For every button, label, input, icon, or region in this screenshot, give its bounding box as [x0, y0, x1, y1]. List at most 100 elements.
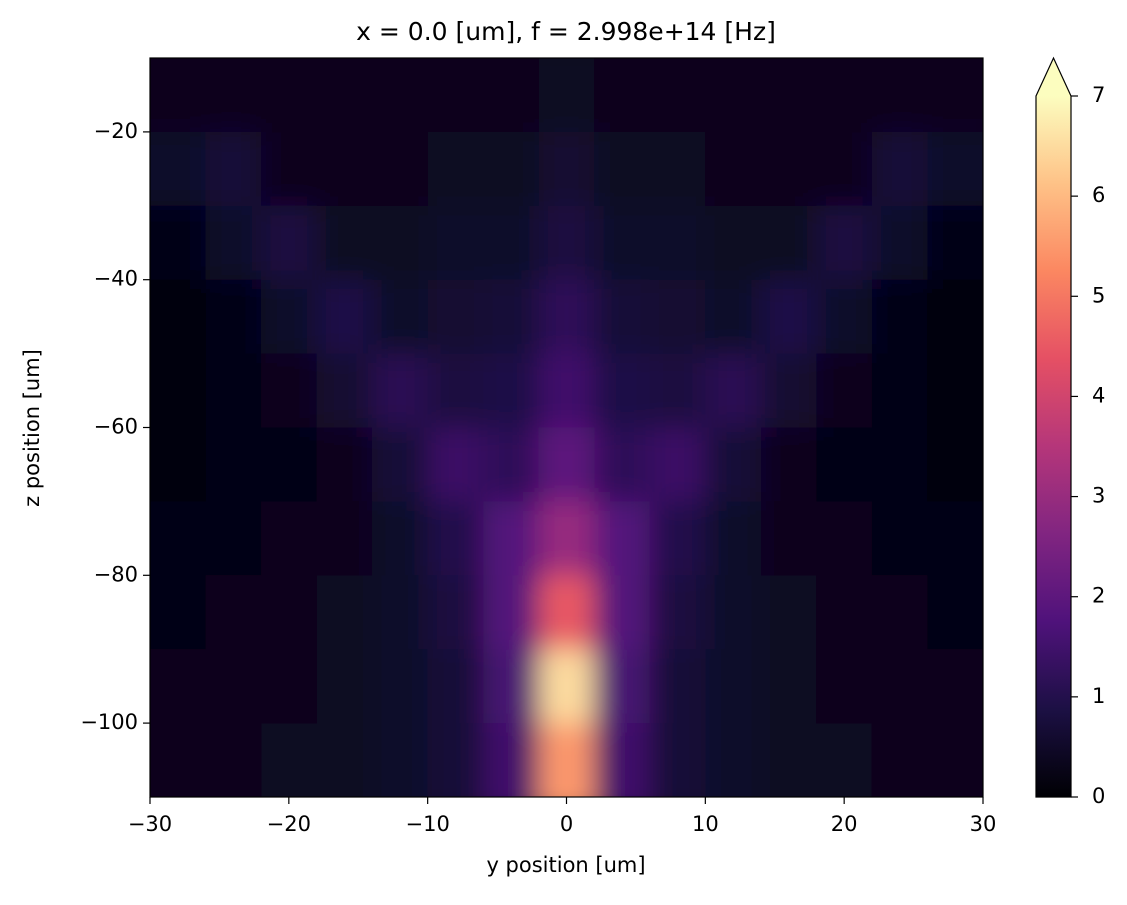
heatmap-cell — [760, 575, 817, 650]
colorbar-extend — [1036, 58, 1071, 96]
colorbar-frame — [1035, 56, 1072, 798]
heatmap-cell — [538, 131, 595, 207]
colorbar-tick-label: 6 — [1092, 183, 1105, 207]
x-tick-label: −30 — [128, 812, 172, 836]
x-tick-label: 10 — [692, 812, 719, 836]
heatmap-cell — [261, 427, 318, 502]
heatmap-cell — [760, 205, 817, 281]
heatmap-cell — [372, 501, 429, 576]
heatmap-cell — [871, 279, 928, 355]
heatmap-cell — [871, 649, 928, 724]
heatmap-cell — [316, 58, 373, 133]
heatmap-cell — [427, 131, 484, 207]
heatmap-cell — [760, 353, 817, 428]
heatmap-cell — [649, 353, 706, 428]
x-tick-label: −10 — [406, 812, 450, 836]
heatmap-cell — [205, 58, 262, 133]
y-tick-label: −40 — [94, 267, 138, 291]
heatmap-cell — [594, 575, 651, 650]
heatmap-cell — [594, 649, 651, 724]
heatmap-cell — [150, 279, 207, 355]
heatmap-cell — [649, 427, 706, 502]
heatmap-cell — [150, 649, 207, 724]
heatmap-cell — [372, 723, 429, 797]
heatmap-cell — [594, 131, 651, 207]
heatmap-cell — [538, 58, 595, 133]
heatmap-cell — [816, 353, 873, 428]
heatmap-cell — [150, 723, 207, 797]
colorbar-tick-label: 1 — [1092, 684, 1105, 708]
heatmap-cell — [760, 131, 817, 207]
heatmap-cell — [594, 353, 651, 428]
heatmap-cell — [927, 575, 983, 650]
heatmap-cell — [205, 205, 262, 281]
heatmap-cell — [372, 279, 429, 355]
heatmap-cell — [816, 723, 873, 797]
heatmap-cell — [927, 205, 983, 281]
heatmap-cell — [427, 649, 484, 724]
heatmap-cell — [372, 131, 429, 207]
heatmap-cell — [261, 501, 318, 576]
heatmap-cell — [927, 131, 983, 207]
x-tick-label: 20 — [831, 812, 858, 836]
heatmap-cell — [316, 501, 373, 576]
heatmap-cell — [261, 575, 318, 650]
heatmap-cell — [372, 427, 429, 502]
heatmap-cell — [538, 427, 595, 502]
y-tick-label: −60 — [94, 415, 138, 439]
heatmap-cell — [261, 353, 318, 428]
heatmap-cell — [483, 723, 540, 797]
heatmap-cell — [261, 279, 318, 355]
heatmap-cell — [427, 575, 484, 650]
heatmap-cell — [372, 205, 429, 281]
heatmap-cell — [816, 58, 873, 133]
colorbar-tick-label: 3 — [1092, 484, 1105, 508]
heatmap-cell — [483, 501, 540, 576]
heatmap-cell — [261, 205, 318, 281]
heatmap-cell — [871, 501, 928, 576]
x-tick-label: −20 — [267, 812, 311, 836]
heatmap-cell — [261, 58, 318, 133]
heatmap-cell — [483, 58, 540, 133]
heatmap-cell — [760, 58, 817, 133]
heatmap-cell — [150, 427, 207, 502]
heatmap-cell — [150, 353, 207, 428]
heatmap-cell — [150, 501, 207, 576]
heatmap-cell — [760, 723, 817, 797]
heatmap-cell — [649, 131, 706, 207]
heatmap-cell — [594, 58, 651, 133]
colorbar: 0 1 2 3 4 5 6 7 — [1035, 56, 1105, 808]
heatmap-cell — [205, 723, 262, 797]
heatmap-cell — [150, 58, 207, 133]
heatmap-cell — [760, 279, 817, 355]
heatmap-cell — [871, 131, 928, 207]
y-tick-label: −80 — [94, 562, 138, 586]
heatmap-cell — [705, 279, 762, 355]
heatmap-cell — [427, 723, 484, 797]
colorbar-tick-label: 7 — [1092, 83, 1105, 107]
heatmap-cell — [205, 575, 262, 650]
heatmap-cell — [705, 353, 762, 428]
heatmap-cell — [649, 58, 706, 133]
heatmap-cell — [205, 501, 262, 576]
heatmap-cell — [927, 279, 983, 355]
heatmap-cell — [760, 427, 817, 502]
heatmap-cell — [927, 723, 983, 797]
x-axis-label: y position [um] — [486, 853, 645, 877]
heatmap-cell — [538, 501, 595, 576]
heatmap-cell — [760, 501, 817, 576]
heatmap-cell — [483, 205, 540, 281]
heatmap-cell — [871, 427, 928, 502]
x-tick-label: 30 — [970, 812, 997, 836]
heatmap-cell — [427, 427, 484, 502]
heatmap-cell — [816, 205, 873, 281]
colorbar-tick-label: 5 — [1092, 283, 1105, 307]
colorbar-tick-label: 2 — [1092, 584, 1105, 608]
heatmap-cell — [649, 501, 706, 576]
heatmap-cell — [261, 131, 318, 207]
heatmap-cell — [261, 723, 318, 797]
heatmap-cell — [871, 58, 928, 133]
heatmap-cell — [316, 427, 373, 502]
heatmap-cell — [372, 353, 429, 428]
heatmap-cell — [816, 649, 873, 724]
